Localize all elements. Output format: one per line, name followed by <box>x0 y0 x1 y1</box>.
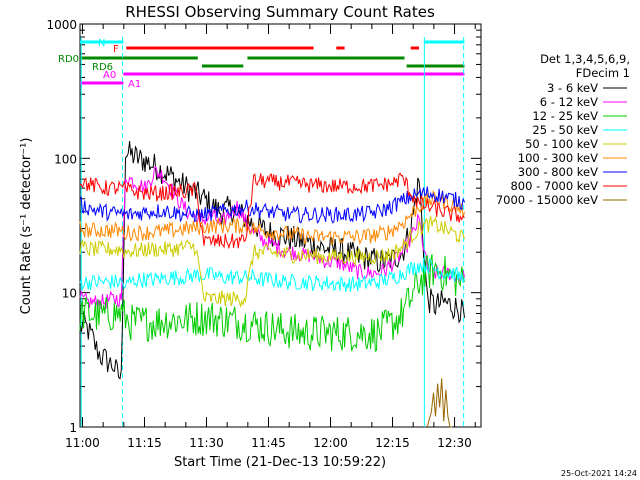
x-tick-label: 11:45 <box>251 436 286 450</box>
footer-timestamp: 25-Oct-2021 14:24 <box>561 469 637 478</box>
legend-entry: 6 - 12 keV <box>540 95 598 109</box>
series-line <box>79 190 465 246</box>
legend-entry: 12 - 25 keV <box>532 109 598 123</box>
y-axis-label: Count Rate (s⁻¹ detector⁻¹) <box>19 138 34 315</box>
x-tick-label: 12:00 <box>313 436 348 450</box>
axes: 1 10 100 1000 11:00 11:15 11:30 11:45 12:00 12:15… <box>46 18 481 450</box>
x-tick-label: 11:00 <box>65 436 100 450</box>
series-line <box>79 141 465 380</box>
flag-label-rd6: RD6 <box>92 62 113 73</box>
legend-header: Det 1,3,4,5,6,9, <box>540 52 630 66</box>
series-line <box>79 257 465 293</box>
series-line <box>79 254 465 353</box>
flag-label-f: F <box>113 44 119 55</box>
legend-entry: 3 - 6 keV <box>547 81 598 95</box>
series-lines <box>79 37 465 428</box>
series-line <box>79 215 465 309</box>
legend-entry: 50 - 100 keV <box>525 137 598 151</box>
flag-label-a1: A1 <box>128 79 141 90</box>
flag-label-a0: A0 <box>103 70 116 81</box>
series-line <box>79 186 465 224</box>
y-tick-label: 10 <box>62 287 77 301</box>
x-tick-label: 11:15 <box>127 436 162 450</box>
y-tick-label: 1000 <box>46 18 77 32</box>
x-tick-label: 11:30 <box>189 436 224 450</box>
chart-title: RHESSI Observing Summary Count Rates <box>125 3 435 21</box>
x-tick-label: 12:30 <box>437 436 472 450</box>
series-line <box>79 172 465 250</box>
legend-entry: 100 - 300 keV <box>518 151 598 165</box>
y-tick-label: 1 <box>69 421 77 435</box>
legend-entry: 300 - 800 keV <box>518 165 598 179</box>
flag-label-rd0: RD0 <box>58 54 79 65</box>
legend-entry: 7000 - 15000 keV <box>496 193 598 207</box>
y-tick-label: 100 <box>54 152 77 166</box>
series-line <box>426 378 453 428</box>
x-axis-label: Start Time (21-Dec-13 10:59:22) <box>174 455 386 470</box>
plot-frame <box>79 23 482 428</box>
x-tick-label: 12:15 <box>375 436 410 450</box>
legend-header: FDecim 1 <box>576 66 630 80</box>
legend-entry: 25 - 50 keV <box>532 123 598 137</box>
legend-entry: 800 - 7000 keV <box>510 179 598 193</box>
flag-label-n: N <box>98 38 105 49</box>
